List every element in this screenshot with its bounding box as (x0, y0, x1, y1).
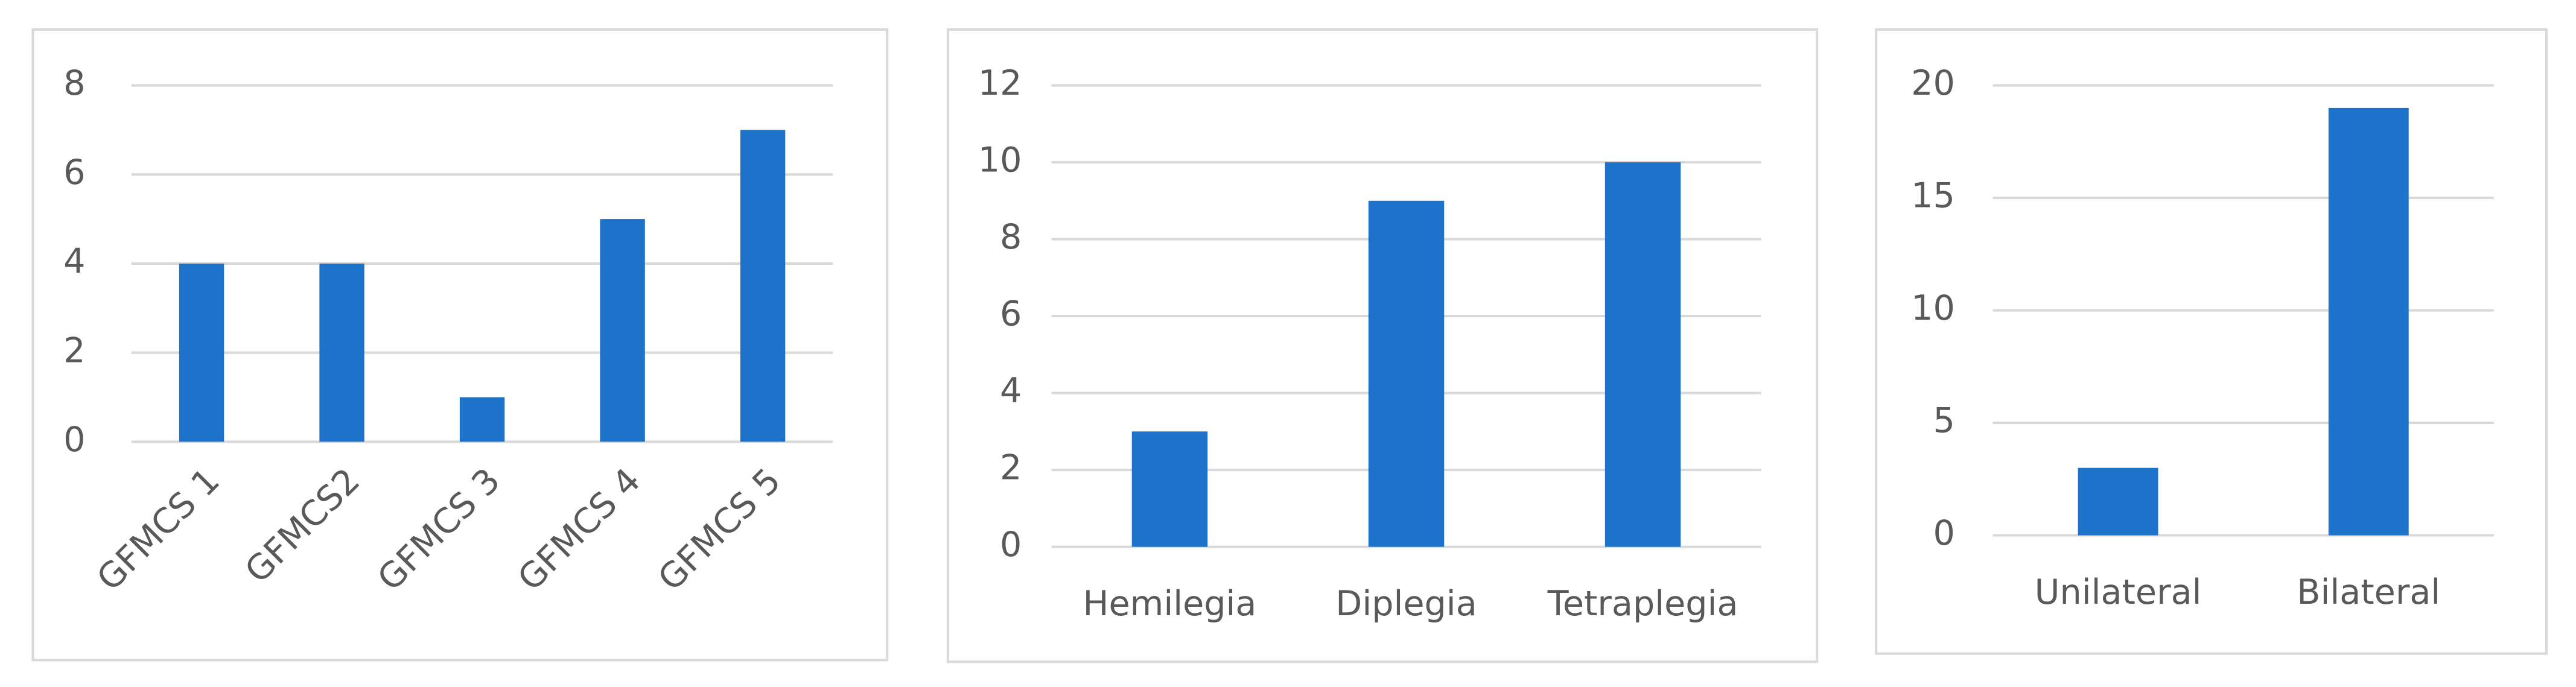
y-tick-label: 10 (978, 141, 1022, 180)
y-tick-label: 6 (1000, 294, 1022, 334)
bar (2328, 107, 2409, 536)
y-tick-label: 0 (1933, 513, 1954, 553)
y-tick-label: 10 (1911, 288, 1955, 328)
y-tick-label: 15 (1911, 176, 1955, 216)
bar (319, 263, 364, 442)
y-tick-label: 0 (1000, 525, 1022, 565)
y-tick-label: 5 (1933, 401, 1954, 441)
bar (1368, 200, 1445, 547)
x-tick-label: Unilateral (2035, 572, 2202, 612)
y-tick-label: 20 (1911, 63, 1955, 103)
y-tick-label: 4 (1000, 371, 1022, 411)
bar (1604, 162, 1681, 547)
bar (459, 397, 505, 442)
y-tick-label: 0 (63, 420, 85, 460)
x-tick-label: Diplegia (1335, 584, 1477, 624)
chart-frame (1875, 28, 2548, 655)
y-tick-label: 12 (978, 63, 1022, 103)
bar (740, 130, 786, 442)
x-tick-label: Hemilegia (1083, 584, 1257, 624)
y-tick-label: 6 (63, 153, 85, 192)
bar (2078, 467, 2158, 536)
y-tick-label: 2 (1000, 448, 1022, 488)
bar (1131, 431, 1208, 547)
x-tick-label: Tetraplegia (1547, 584, 1738, 624)
bar (600, 219, 645, 442)
y-tick-label: 2 (63, 331, 85, 370)
bar (179, 263, 224, 442)
y-tick-label: 8 (63, 63, 85, 103)
y-tick-label: 4 (63, 242, 85, 282)
x-tick-label: Bilateral (2297, 572, 2440, 612)
y-tick-label: 8 (1000, 217, 1022, 257)
